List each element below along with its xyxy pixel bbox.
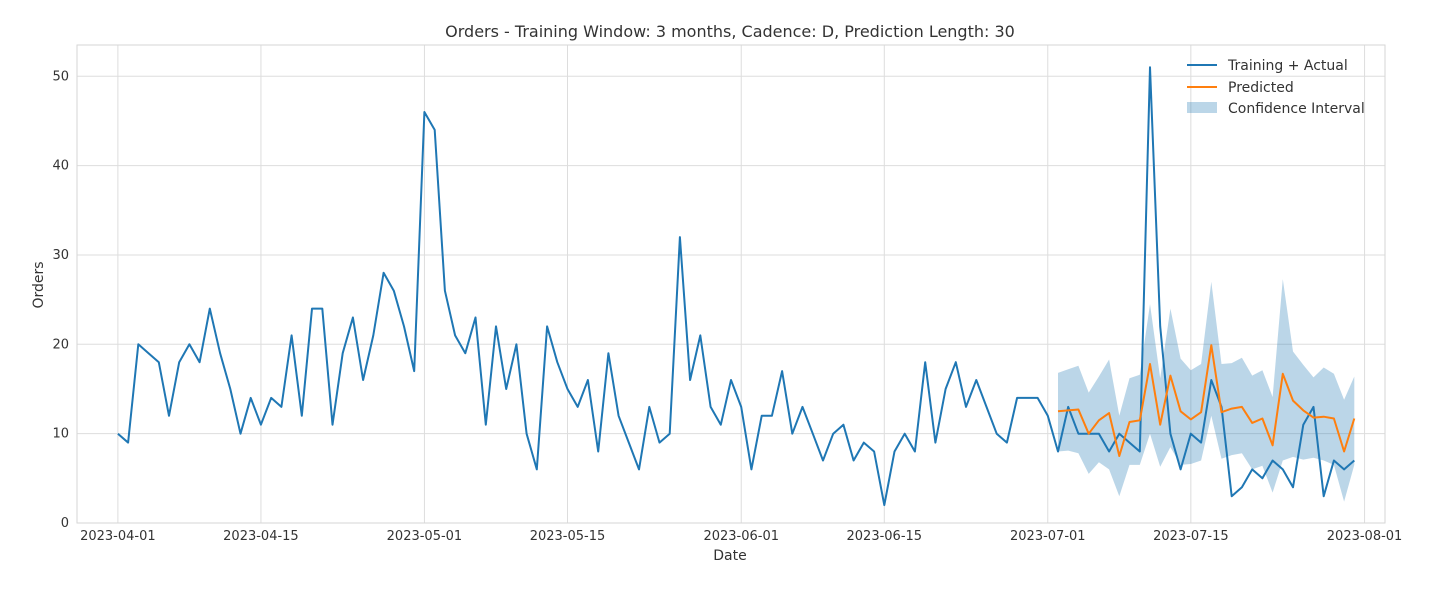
x-axis-label: Date — [713, 548, 746, 564]
x-tick-label: 2023-08-01 — [1327, 529, 1403, 544]
y-tick-label: 10 — [52, 427, 69, 442]
y-axis-label: Orders — [31, 261, 47, 308]
x-tick-label: 2023-07-15 — [1153, 529, 1229, 544]
y-tick-label: 20 — [52, 337, 69, 352]
plot-frame — [76, 44, 1386, 524]
series-lines — [117, 66, 1356, 507]
training-actual-line — [117, 66, 1355, 507]
x-tick-label: 2023-05-01 — [387, 529, 463, 544]
x-axis-ticks: 2023-04-01 2023-04-15 2023-05-01 2023-05-15… — [80, 529, 1402, 544]
legend-label-predicted: Predicted — [1228, 80, 1294, 96]
x-tick-label: 2023-04-15 — [223, 529, 299, 544]
legend: Training + Actual Predicted Confidence I… — [1187, 58, 1365, 117]
x-tick-label: 2023-06-01 — [703, 529, 779, 544]
y-axis-ticks: 0 10 20 30 40 50 — [52, 69, 69, 531]
y-tick-label: 40 — [52, 159, 69, 174]
y-tick-label: 50 — [52, 69, 69, 84]
x-tick-label: 2023-04-01 — [80, 529, 156, 544]
x-tick-label: 2023-05-15 — [530, 529, 606, 544]
y-tick-label: 0 — [61, 516, 69, 531]
predicted-line — [1057, 344, 1356, 457]
legend-label-actual: Training + Actual — [1227, 58, 1348, 74]
legend-label-confidence: Confidence Interval — [1228, 101, 1365, 117]
y-tick-label: 30 — [52, 248, 69, 263]
x-tick-label: 2023-07-01 — [1010, 529, 1086, 544]
x-tick-label: 2023-06-15 — [847, 529, 923, 544]
chart-title: Orders - Training Window: 3 months, Cade… — [445, 22, 1015, 41]
legend-swatch-confidence — [1187, 102, 1217, 113]
